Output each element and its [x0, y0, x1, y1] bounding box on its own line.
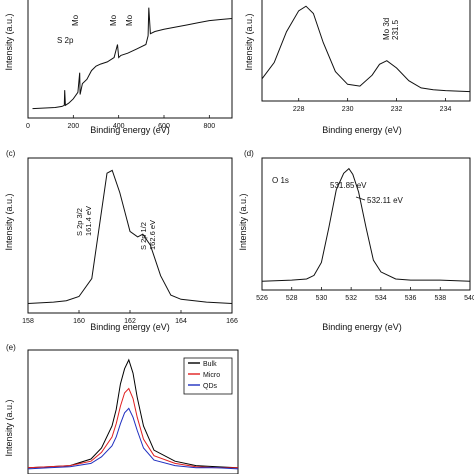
panel-c: (c) Intensity (a.u.) Binding energy (eV)… [4, 149, 170, 332]
panel-d-plot: 526 528 530 532 534 536 538 540 [256, 157, 474, 302]
panel-a-xtick-label-2: 400 [113, 123, 125, 130]
panel-e-frame [27, 349, 239, 474]
panel-b-xtick-label-1: 230 [342, 106, 354, 113]
panel-a: Intensity (a.u.) Binding energy (eV) S 2… [4, 13, 170, 135]
panel-a-plot: 0 200 400 600 800 [26, 0, 233, 130]
panel-e-legend-label-1: Micro [203, 372, 220, 379]
panel-d-xlabel: Binding energy (eV) [322, 322, 402, 332]
panel-b-ylabel: Intensity (a.u.) [244, 13, 254, 70]
panel-a-annot-s2p: S 2p [57, 36, 74, 45]
panel-b-xtick-label-3: 234 [440, 106, 452, 113]
panel-b-xtick-label-2: 232 [391, 106, 403, 113]
panel-d-xtick-label-5: 536 [405, 295, 417, 302]
chart-plots: 0 200 400 600 800 228 230 232 234 158 160 162 164 166… [22, 0, 474, 474]
panel-c-annot-1614: 161.4 eV [84, 206, 93, 236]
panel-c-xtick-label-1: 160 [73, 318, 85, 325]
panel-b-frame [261, 0, 471, 102]
panel-e-ylabel: Intensity (a.u.) [4, 399, 14, 456]
panel-b-plot: 228 230 232 234 [261, 0, 471, 113]
panel-a-xtick-label-3: 600 [158, 123, 170, 130]
panel-d-label: (d) [244, 149, 254, 158]
panel-c-xtick-label-4: 166 [226, 318, 238, 325]
panel-d-xtick-label-4: 534 [375, 295, 387, 302]
panel-a-spectrum-line [32, 7, 233, 110]
panel-b-annot-mo3d: Mo 3d [382, 18, 391, 40]
panel-a-xtick-label-1: 200 [67, 123, 79, 130]
panel-c-spectrum-line [27, 169, 233, 304]
panel-c-xtick-label-3: 164 [175, 318, 187, 325]
panel-a-frame [27, 0, 233, 119]
panel-e-label: (e) [6, 343, 16, 352]
panel-d-xtick-label-2: 530 [316, 295, 328, 302]
panel-e-plot: Bulk Micro QDs [27, 349, 239, 474]
panel-a-ylabel: Intensity (a.u.) [4, 13, 14, 70]
panel-b-xtick-label-0: 228 [293, 106, 305, 113]
panel-d-annot-o1s: O 1s [272, 176, 289, 185]
panel-d-xtick-label-6: 538 [434, 295, 446, 302]
panel-d-xtick-label-3: 532 [345, 295, 357, 302]
panel-a-xtick-label-4: 800 [203, 123, 215, 130]
panel-d-xtick-label-7: 540 [464, 295, 474, 302]
panel-c-plot: 158 160 162 164 166 [22, 157, 238, 325]
panel-c-annot-1626: 162.6 eV [148, 220, 157, 250]
panel-e-series-line-0 [27, 358, 239, 469]
panel-b: Intensity (a.u.) Binding energy (eV) Mo … [244, 13, 402, 135]
panel-e-legend-label-2: QDs [203, 383, 218, 390]
panel-c-ylabel: Intensity (a.u.) [4, 193, 14, 250]
panel-a-xtick-label-0: 0 [26, 123, 30, 130]
panel-d-annot-53211: 532.11 eV [367, 196, 404, 205]
panel-c-frame [27, 157, 233, 314]
panel-d: (d) Intensity (a.u.) Binding energy (eV)… [238, 149, 404, 332]
panel-b-annot-2315: 231.5 [391, 19, 400, 40]
panel-c-label: (c) [6, 149, 16, 158]
panel-c-xtick-label-0: 158 [22, 318, 34, 325]
panel-b-spectrum-line [261, 5, 471, 93]
panel-e-series-line-1 [27, 387, 238, 469]
panel-d-arrow-line [355, 196, 366, 201]
panel-a-annot-mo-2: Mo [109, 14, 118, 26]
panel-d-xtick-label-1: 528 [286, 295, 298, 302]
panel-e-legend-label-0: Bulk [203, 361, 217, 368]
panel-d-spectrum-line [261, 167, 471, 282]
panel-a-annot-mo-1: Mo [71, 14, 80, 26]
panel-d-ylabel: Intensity (a.u.) [238, 193, 248, 250]
panel-c-xlabel: Binding energy (eV) [90, 322, 170, 332]
panel-b-xlabel: Binding energy (eV) [322, 125, 402, 135]
panel-a-xlabel: Binding energy (eV) [90, 125, 170, 135]
panel-e: (e) Intensity (a.u.) [4, 343, 233, 457]
panel-a-annot-mo-3: Mo [125, 14, 134, 26]
panel-e-series-line-2 [27, 407, 239, 470]
panel-d-annot-53185: 531.85 eV [330, 181, 367, 190]
panel-c-xtick-label-2: 162 [124, 318, 136, 325]
panel-d-xtick-label-0: 526 [256, 295, 268, 302]
panel-d-frame [261, 157, 471, 291]
panel-e-legend-box [183, 357, 233, 395]
panel-c-annot-s2p32: S 2p 3/2 [75, 208, 84, 236]
